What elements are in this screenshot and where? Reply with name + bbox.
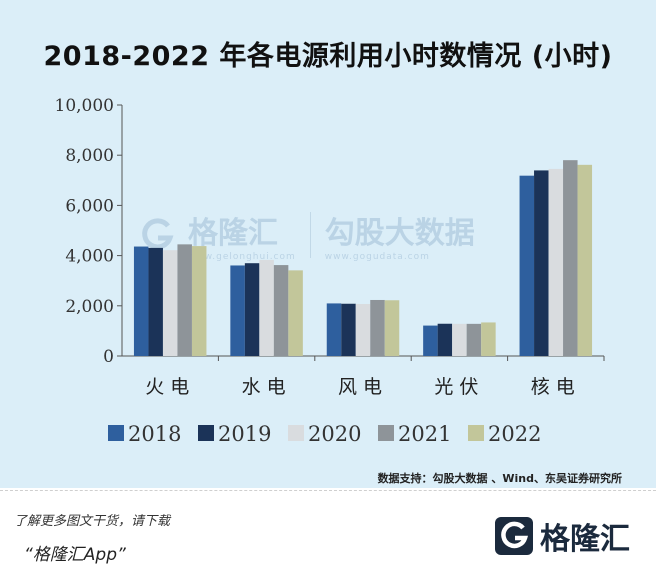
bar-2020-3 bbox=[452, 323, 467, 356]
bar-2022-1 bbox=[288, 270, 303, 356]
source-note: 数据支持：勾股大数据 、Wind、东吴证券研究所 bbox=[377, 472, 622, 485]
legend-label-2019: 2019 bbox=[218, 422, 271, 446]
bar-2020-0 bbox=[162, 250, 178, 356]
bar-2021-4 bbox=[563, 160, 578, 356]
bar-2022-0 bbox=[191, 246, 207, 356]
y-tick-label: 4,000 bbox=[65, 247, 114, 267]
watermark: 格隆汇 www.gelonghui.com 勾股大数据 www.gogudata… bbox=[140, 208, 475, 262]
bar-2020-1 bbox=[259, 259, 274, 356]
y-tick-label: 10,000 bbox=[55, 96, 114, 116]
watermark-partner-url: www.gogudata.com bbox=[324, 252, 430, 262]
legend-swatch-2022 bbox=[468, 425, 484, 441]
x-tick-label: 风电 bbox=[338, 376, 388, 398]
bar-2020-4 bbox=[548, 168, 564, 356]
y-tick-label: 6,000 bbox=[65, 196, 114, 216]
legend-label-2020: 2020 bbox=[308, 422, 361, 446]
bar-2022-2 bbox=[384, 300, 400, 356]
bar-2019-1 bbox=[244, 263, 260, 356]
bar-2022-3 bbox=[481, 322, 496, 356]
bar-2021-1 bbox=[273, 265, 289, 356]
x-tick-label: 火电 bbox=[145, 376, 195, 398]
watermark-logo-icon bbox=[142, 218, 174, 250]
watermark-brand-url: www.gelonghui.com bbox=[188, 252, 296, 262]
footer-app-name: “格隆汇App” bbox=[24, 545, 126, 565]
g-logo-icon bbox=[495, 517, 533, 555]
bar-2018-2 bbox=[326, 303, 342, 356]
bar-2018-0 bbox=[133, 246, 149, 356]
y-tick-label: 8,000 bbox=[65, 146, 114, 166]
legend-swatch-2021 bbox=[378, 425, 394, 441]
x-tick-label: 光伏 bbox=[434, 376, 484, 398]
bar-2019-0 bbox=[148, 247, 163, 356]
legend-swatch-2020 bbox=[288, 425, 304, 441]
watermark-divider bbox=[309, 212, 311, 258]
footer-divider bbox=[0, 490, 656, 491]
y-tick-label: 0 bbox=[103, 347, 114, 367]
bar-chart: 0 2,000 4,000 6,000 8,000 10,000 火电 水电 风电 光伏 核电 201… bbox=[55, 96, 605, 446]
bar-2020-2 bbox=[355, 303, 371, 356]
legend-swatch-2018 bbox=[108, 425, 124, 441]
bar-2018-1 bbox=[230, 265, 245, 356]
bar-2019-4 bbox=[534, 170, 549, 356]
legend-label-2021: 2021 bbox=[398, 422, 451, 446]
legend-swatch-2019 bbox=[198, 425, 214, 441]
watermark-partner: 勾股大数据 bbox=[324, 216, 475, 251]
bar-2019-2 bbox=[341, 303, 356, 356]
chart-title: 2018-2022 年各电源利用小时数情况 (小时) bbox=[43, 41, 613, 72]
bar-2021-0 bbox=[177, 244, 192, 356]
legend-label-2018: 2018 bbox=[128, 422, 181, 446]
bar-2022-4 bbox=[577, 164, 593, 356]
legend-label-2022: 2022 bbox=[488, 422, 541, 446]
bar-2018-3 bbox=[423, 325, 438, 356]
x-tick-label: 水电 bbox=[242, 376, 292, 398]
bar-2021-2 bbox=[370, 299, 385, 356]
footer-logo[interactable]: 格隆汇 bbox=[494, 516, 630, 557]
bar-2019-3 bbox=[437, 323, 453, 356]
x-tick-label: 核电 bbox=[531, 376, 581, 398]
bar-2021-3 bbox=[466, 323, 482, 356]
watermark-brand: 格隆汇 bbox=[188, 216, 278, 251]
footer-logo-text: 格隆汇 bbox=[540, 522, 630, 557]
bar-2018-4 bbox=[519, 175, 535, 356]
y-tick-label: 2,000 bbox=[65, 297, 114, 317]
footer-cta-text: 了解更多图文干货，请下载 bbox=[14, 514, 171, 529]
